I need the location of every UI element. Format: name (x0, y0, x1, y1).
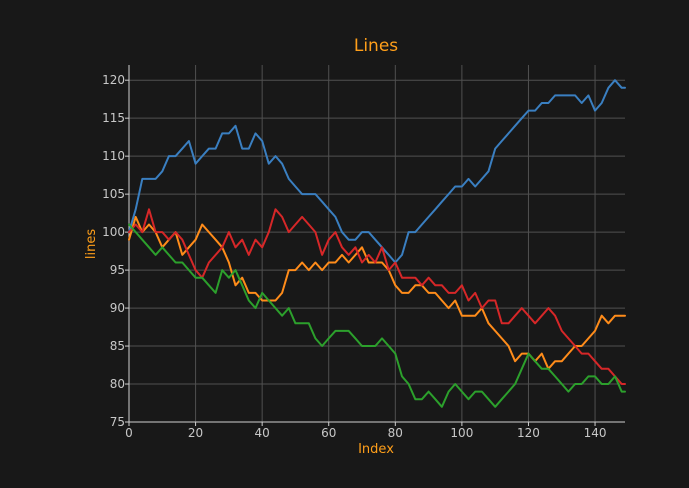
x-tick-label: 0 (125, 426, 133, 440)
y-tick-label: 90 (110, 301, 125, 315)
series-line-4 (128, 223, 626, 408)
y-tick-label: 75 (110, 415, 125, 429)
x-tick-label: 40 (255, 426, 270, 440)
y-tick-label: 115 (102, 111, 125, 125)
x-tick-label: 140 (584, 426, 607, 440)
y-tick-label: 80 (110, 377, 125, 391)
tick-labels: 0 20 40 60 80 100 120 140 75 80 85 90 95 100 105 110 115… (102, 73, 606, 440)
chart-title: Lines (354, 36, 398, 56)
x-tick-label: 80 (388, 426, 403, 440)
y-tick-label: 95 (110, 263, 125, 277)
y-axis-title: lines (84, 229, 99, 259)
y-tick-label: 105 (102, 187, 125, 201)
series-line-3 (128, 208, 626, 385)
y-tick-label: 85 (110, 339, 125, 353)
x-axis-title: Index (358, 442, 394, 457)
series-lines (128, 79, 626, 408)
x-tick-label: 120 (517, 426, 540, 440)
x-tick-label: 100 (450, 426, 473, 440)
series-line-2 (128, 215, 626, 370)
y-tick-label: 120 (102, 73, 125, 87)
axes (128, 65, 625, 423)
x-tick-label: 60 (321, 426, 336, 440)
y-tick-label: 100 (102, 225, 125, 239)
y-tick-label: 110 (102, 149, 125, 163)
series-line-1 (128, 79, 626, 264)
x-tick-label: 20 (188, 426, 203, 440)
